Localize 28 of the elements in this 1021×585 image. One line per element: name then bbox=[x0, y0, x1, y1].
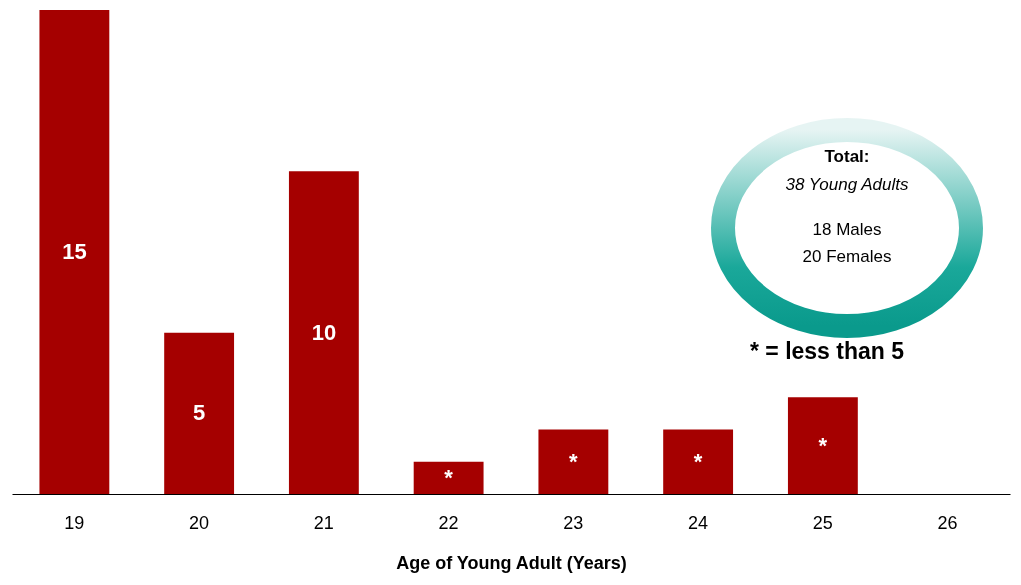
data-label: 10 bbox=[311, 319, 337, 345]
bar bbox=[288, 171, 359, 494]
x-tick-label: 24 bbox=[688, 512, 709, 533]
bar bbox=[538, 429, 609, 494]
x-tick-label: 26 bbox=[937, 512, 958, 533]
x-tick-label: 25 bbox=[812, 512, 833, 533]
data-label: * bbox=[818, 432, 828, 458]
data-label: * bbox=[569, 448, 579, 474]
annotation: * = less than 5 bbox=[748, 338, 906, 365]
bar bbox=[413, 461, 484, 494]
data-label: 15 bbox=[62, 239, 87, 264]
annotation: 18 Males bbox=[811, 220, 883, 240]
data-label: 5 bbox=[193, 400, 206, 426]
bar bbox=[787, 397, 858, 494]
x-tick-label: 19 bbox=[64, 512, 85, 533]
bar bbox=[39, 10, 110, 494]
annotation: Total: bbox=[823, 147, 871, 167]
x-axis-title: Age of Young Adult (Years) bbox=[396, 552, 627, 573]
x-tick-label: 21 bbox=[313, 512, 334, 533]
data-label: * bbox=[444, 464, 454, 490]
x-tick-label: 22 bbox=[438, 512, 459, 533]
bar bbox=[164, 332, 235, 494]
x-tick-label: 23 bbox=[563, 512, 584, 533]
annotation: 38 Young Adults bbox=[784, 175, 910, 195]
bar bbox=[663, 429, 734, 494]
x-tick-label: 20 bbox=[189, 512, 210, 533]
annotation: 20 Females bbox=[801, 247, 893, 267]
data-label: * bbox=[693, 448, 703, 474]
